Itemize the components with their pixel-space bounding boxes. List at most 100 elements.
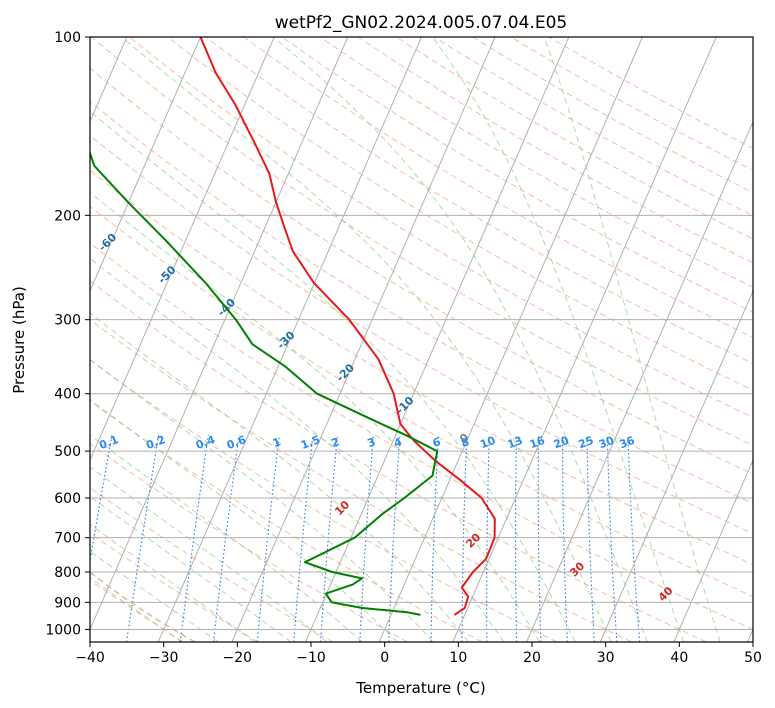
moist-adiabat-line <box>90 496 292 642</box>
dry-adiabat-line <box>90 319 632 642</box>
mixing-ratio-label: 10 <box>478 434 497 452</box>
y-axis-label: Pressure (hPa) <box>10 286 28 394</box>
isotherm-line <box>157 37 422 642</box>
moist-adiabat-line <box>273 37 648 642</box>
x-tick-label: −20 <box>223 650 253 666</box>
mixing-ratio-line <box>461 435 468 642</box>
mixing-ratio-line <box>486 435 490 642</box>
dry-adiabat-line <box>90 37 753 446</box>
isotherm-label: -30 <box>274 328 297 351</box>
mixing-ratio-label: 2 <box>329 435 341 450</box>
y-tick-label: 600 <box>54 491 81 507</box>
mixing-ratio-label: 6 <box>431 435 443 450</box>
moist-adiabat-line <box>90 398 398 642</box>
x-tick-label: −30 <box>149 650 179 666</box>
mixing-ratio-labels: 0.1 0.2 0.4 0.6 1 1.5 2 3 4 6 8 10 13 16 20 25 30 36 <box>98 433 637 452</box>
y-tick-label: 700 <box>54 531 81 547</box>
isotherm-line <box>90 37 349 631</box>
dry-adiabat-line <box>281 37 753 313</box>
x-tick-label: 40 <box>670 650 688 666</box>
mixing-ratio-label: 25 <box>577 434 596 451</box>
dry-adiabat-line <box>90 280 707 642</box>
dry-adiabat-line <box>90 205 753 598</box>
x-tick-label: 30 <box>597 650 615 666</box>
moist-adiabat-line <box>90 358 434 642</box>
moist-adiabat-label: 20 <box>463 530 483 550</box>
moist-adiabat-line <box>543 37 721 642</box>
mixing-ratio-line <box>126 435 160 642</box>
mixing-ratio-line <box>320 435 339 642</box>
isotherm-line <box>305 37 570 642</box>
dry-adiabat-line <box>472 37 753 194</box>
y-tick-label: 300 <box>54 313 81 329</box>
chart-title: wetPf2_GN02.2024.005.07.04.E05 <box>275 13 567 33</box>
y-tick-label: 400 <box>54 387 81 403</box>
dry-adiabat-line <box>90 400 483 642</box>
moist-adiabat-label: 40 <box>656 584 676 604</box>
dry-adiabat-line <box>90 487 334 642</box>
x-tick-label: 20 <box>523 650 541 666</box>
y-tick-label: 100 <box>54 30 81 46</box>
isotherm-line <box>452 37 717 642</box>
mixing-ratio-line <box>606 435 618 642</box>
x-tick-label: 10 <box>449 650 467 666</box>
mixing-ratio-line <box>212 435 240 642</box>
mixing-ratio-label: 16 <box>528 434 547 452</box>
moist-adiabat-line <box>90 257 505 642</box>
dry-adiabat-line <box>319 37 753 288</box>
moist-adiabat-line <box>90 550 219 642</box>
temperature-profile-line <box>199 37 496 616</box>
mixing-ratio-label: 20 <box>552 434 571 452</box>
profile-lines <box>90 37 496 616</box>
x-tick-label: 50 <box>744 650 762 666</box>
x-tick-label: −10 <box>296 650 326 666</box>
isotherm-label: -60 <box>96 230 119 253</box>
x-axis-label: Temperature (°C) <box>355 679 485 697</box>
x-axis: −40 −30 −20 −10 0 10 20 30 40 50 <box>75 642 762 666</box>
dry-adiabat-line <box>90 532 259 642</box>
y-tick-label: 500 <box>54 444 81 460</box>
mixing-ratio-line <box>179 435 209 642</box>
dry-adiabat-line <box>90 100 753 505</box>
mixing-ratio-label: 0.2 <box>144 433 167 452</box>
moist-adiabat-line <box>90 191 540 642</box>
isotherm-label: -80 <box>0 165 1 188</box>
mixing-ratio-line <box>627 435 641 642</box>
mixing-ratio-line <box>586 435 595 642</box>
mixing-ratio-line <box>430 435 439 642</box>
dry-adiabat-line <box>90 359 558 642</box>
x-tick-label: −40 <box>75 650 105 666</box>
mixing-ratio-label: 8 <box>459 435 471 450</box>
isotherm-line <box>526 120 753 642</box>
isotherm-label: -50 <box>155 263 178 286</box>
moist-adiabat-line <box>90 312 469 642</box>
mixing-ratio-label: 0.4 <box>194 433 217 452</box>
mixing-ratio-label: 1 <box>271 435 283 450</box>
dry-adiabat-line <box>90 169 753 566</box>
mixing-ratio-line <box>537 435 542 642</box>
dry-adiabat-line <box>167 37 753 391</box>
dry-adiabat-line <box>90 134 753 535</box>
dry-adiabat-line <box>90 442 408 642</box>
mixing-ratio-label: 0.6 <box>225 433 248 452</box>
mixing-ratio-label: 1.5 <box>299 433 322 452</box>
y-tick-label: 800 <box>54 565 81 581</box>
moist-adiabat-line <box>431 37 685 642</box>
isotherm-line <box>90 37 275 462</box>
dry-adiabat-line <box>243 37 753 339</box>
mixing-ratio-label: 0.1 <box>98 433 121 452</box>
plot-frame <box>89 36 754 643</box>
moist-adiabat-line <box>90 466 327 642</box>
y-tick-label: 900 <box>54 595 81 611</box>
isotherm-line <box>747 628 753 642</box>
dry-adiabat-line <box>357 37 753 264</box>
x-tick-label: 0 <box>380 650 389 666</box>
mixing-ratio-line <box>561 435 568 642</box>
isotherm-line <box>90 37 201 293</box>
moist-adiabat-line <box>90 434 363 642</box>
isotherm-line <box>378 37 643 642</box>
isotherm-label: -20 <box>334 361 357 384</box>
y-tick-label: 1000 <box>45 622 81 638</box>
moist-adiabat-line <box>121 37 612 642</box>
